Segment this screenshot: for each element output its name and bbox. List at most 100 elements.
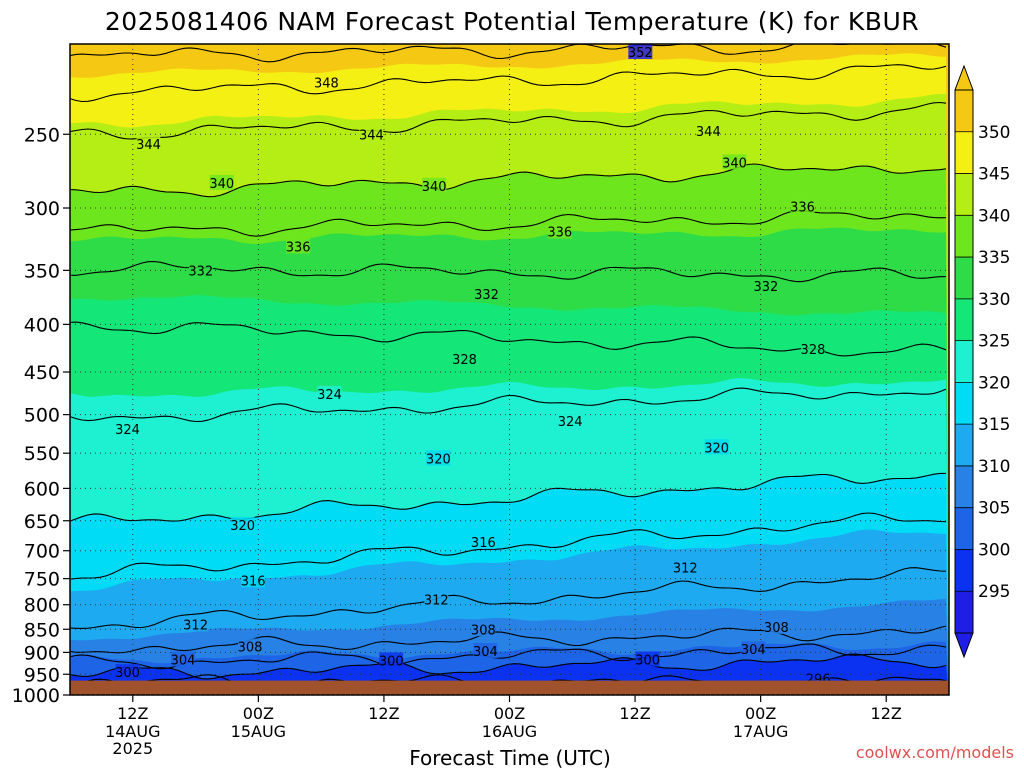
contour-label-text: 328 — [452, 353, 477, 368]
y-tick-label-450: 450 — [24, 362, 60, 384]
x-tick-sublabel: 14AUG — [105, 722, 160, 741]
colorbar-tick-label: 310 — [978, 457, 1010, 477]
credit-text: coolwx.com/models — [856, 743, 1014, 762]
contour-340 — [70, 163, 947, 198]
contour-label: 316 — [471, 533, 496, 551]
y-tick-label-900: 900 — [24, 642, 60, 664]
contour-label-text: 340 — [422, 180, 447, 195]
contour-label: 336 — [790, 198, 815, 216]
contour-label: 316 — [241, 572, 266, 589]
colorbar-segment — [955, 298, 973, 342]
contour-label-bg — [188, 262, 213, 278]
contour-label-bg — [241, 572, 266, 588]
colorbar-tick-label: 305 — [978, 499, 1010, 519]
contour-label-text: 308 — [471, 623, 496, 638]
contour-label: 332 — [188, 262, 213, 279]
contour-label-text: 324 — [317, 388, 342, 403]
colorbar: 295 300 305 310 315 320 325 330 335 340 345 350 — [954, 64, 1010, 659]
contour-344 — [70, 101, 947, 140]
colorbar-segment — [955, 507, 973, 550]
contour-label-text: 300 — [379, 654, 404, 669]
contour-label-bg — [115, 664, 140, 680]
x-axis-label: Forecast Time (UTC) — [409, 746, 611, 768]
contour-label-text: 316 — [241, 574, 266, 589]
contour-304 — [70, 643, 947, 670]
colorbar-segment — [955, 131, 973, 175]
colorbar-extend-bottom — [954, 632, 974, 659]
x-tick-label: 00Z — [243, 704, 274, 723]
contour-label-bg — [183, 616, 208, 632]
contour-label-text: 316 — [471, 536, 496, 551]
contour-label-bg — [422, 177, 447, 193]
contour-label-text: 308 — [764, 621, 789, 636]
colorbar-segment — [955, 549, 973, 592]
colorbar-segment — [955, 465, 973, 509]
contour-label-text: 300 — [115, 666, 140, 681]
contour-316 — [70, 512, 947, 580]
contour-label: 324 — [317, 385, 342, 403]
contour-label-bg — [696, 123, 721, 139]
colorbar-extend-top — [954, 64, 974, 91]
contour-label-text: 332 — [753, 280, 778, 295]
contour-label: 336 — [547, 223, 572, 241]
contour-label-bg — [379, 652, 404, 668]
contour-label-text: 300 — [635, 654, 660, 669]
x-tick-label: 12Z — [619, 704, 650, 723]
colorbar-tick-label: 335 — [978, 248, 1010, 268]
x-tick-label: 00Z — [745, 704, 776, 723]
contour-label-bg — [764, 618, 789, 634]
colorbar-segment — [955, 257, 973, 300]
x-tick-sublabel: 17AUG — [733, 722, 788, 741]
contour-label-bg — [209, 174, 234, 190]
contour-label-text: 320 — [230, 519, 255, 534]
contour-label: 300 — [115, 664, 140, 681]
contour-label-bg — [452, 351, 477, 367]
contour-label-text: 312 — [183, 618, 208, 633]
contour-label: 304 — [741, 641, 766, 658]
contour-label-text: 320 — [426, 452, 451, 467]
contour-label-text: 336 — [286, 241, 311, 256]
y-tick-label-400: 400 — [24, 314, 60, 336]
y-tick-label-700: 700 — [24, 541, 60, 563]
y-tick-label-300: 300 — [24, 198, 60, 220]
x-tick-sublabel: 16AUG — [482, 722, 537, 741]
y-tick-label-250: 250 — [24, 124, 60, 146]
contour-label-text: 332 — [474, 288, 499, 303]
contour-label: 304 — [171, 651, 196, 669]
contour-label: 320 — [230, 517, 255, 534]
colorbar-tick-label: 340 — [978, 206, 1010, 226]
x-tick-label: 12Z — [871, 704, 902, 723]
contour-label: 340 — [722, 154, 747, 171]
contour-label-bg — [800, 340, 825, 356]
contour-label: 308 — [471, 621, 496, 638]
contour-label-bg — [424, 591, 449, 607]
contour-324 — [70, 387, 947, 423]
contour-label-bg — [635, 651, 660, 667]
contour-label: 320 — [704, 439, 729, 456]
contour-label-text: 340 — [722, 156, 747, 171]
contour-label-text: 312 — [673, 562, 698, 577]
y-tick-label-500: 500 — [24, 405, 60, 427]
contour-label-bg — [704, 439, 729, 455]
contour-label-bg — [628, 44, 653, 60]
contour-328 — [70, 321, 947, 357]
colorbar-tick-label: 350 — [978, 123, 1010, 143]
y-tick-label-550: 550 — [24, 443, 60, 465]
y-tick-label-750: 750 — [24, 569, 60, 591]
contour-label-text: 336 — [790, 201, 815, 216]
contour-label-text: 304 — [171, 654, 196, 669]
contour-label: 312 — [424, 591, 449, 609]
contour-label: 332 — [474, 285, 499, 303]
contour-label-bg — [474, 285, 499, 301]
contour-label: 344 — [359, 126, 384, 143]
colorbar-segment — [955, 215, 973, 258]
y-tick-label-800: 800 — [24, 595, 60, 617]
grid-lines — [70, 44, 949, 695]
contour-label-bg — [722, 154, 747, 170]
contour-label-bg — [471, 621, 496, 637]
contour-label-text: 328 — [801, 343, 826, 358]
filled-contour-bands — [70, 44, 949, 695]
contour-label-bg — [237, 638, 262, 654]
contour-label-bg — [547, 223, 572, 239]
